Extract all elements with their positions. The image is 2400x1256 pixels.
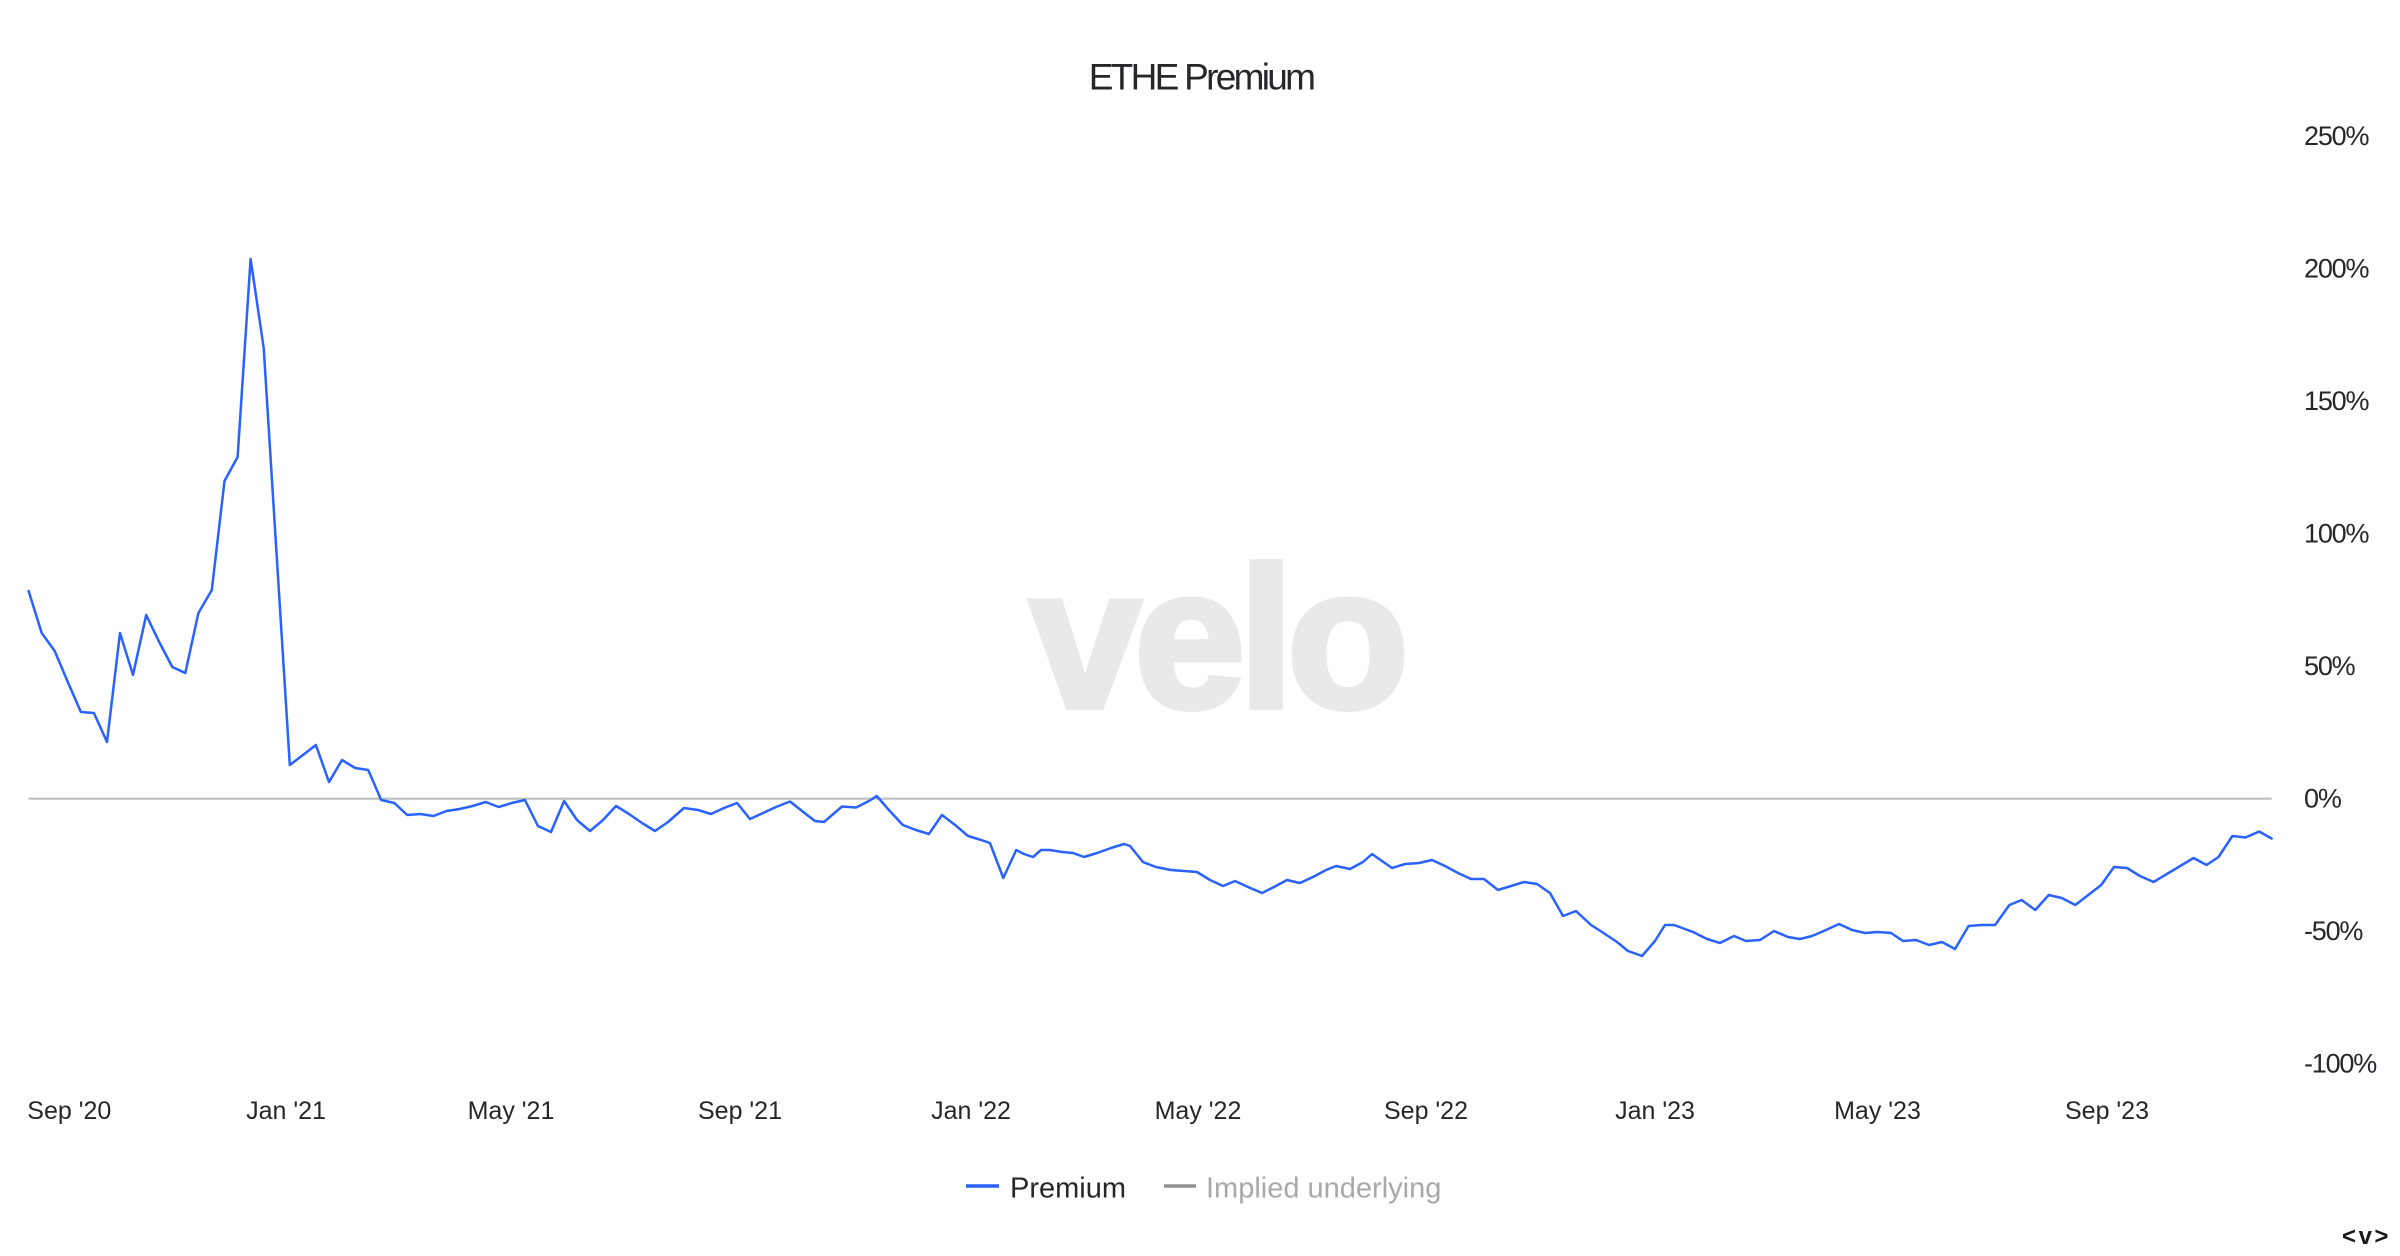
svg-text:May '22: May '22 — [1155, 1097, 1242, 1125]
svg-text:150%: 150% — [2304, 386, 2369, 416]
svg-text:Jan '22: Jan '22 — [931, 1097, 1011, 1125]
svg-text:-100%: -100% — [2304, 1048, 2377, 1078]
svg-text:200%: 200% — [2304, 254, 2369, 284]
svg-text:ETHE Premium: ETHE Premium — [1089, 57, 1314, 98]
svg-text:-50%: -50% — [2304, 916, 2363, 946]
svg-text:Sep '20: Sep '20 — [27, 1097, 111, 1125]
svg-text:Sep '23: Sep '23 — [2065, 1097, 2149, 1125]
svg-text:Implied underlying: Implied underlying — [1206, 1173, 1441, 1205]
svg-text:Sep '21: Sep '21 — [698, 1097, 782, 1125]
svg-text:250%: 250% — [2304, 121, 2369, 151]
svg-text:Jan '23: Jan '23 — [1615, 1097, 1695, 1125]
svg-text:Jan '21: Jan '21 — [246, 1097, 326, 1125]
svg-text:May '21: May '21 — [468, 1097, 555, 1125]
svg-text:Sep '22: Sep '22 — [1384, 1097, 1468, 1125]
svg-text:May '23: May '23 — [1834, 1097, 1921, 1125]
svg-text:50%: 50% — [2304, 651, 2356, 681]
svg-text:<v>: <v> — [2342, 1223, 2391, 1250]
svg-text:100%: 100% — [2304, 518, 2369, 548]
svg-text:Premium: Premium — [1010, 1173, 1126, 1205]
svg-text:velo: velo — [1030, 527, 1402, 750]
svg-text:0%: 0% — [2304, 783, 2342, 813]
